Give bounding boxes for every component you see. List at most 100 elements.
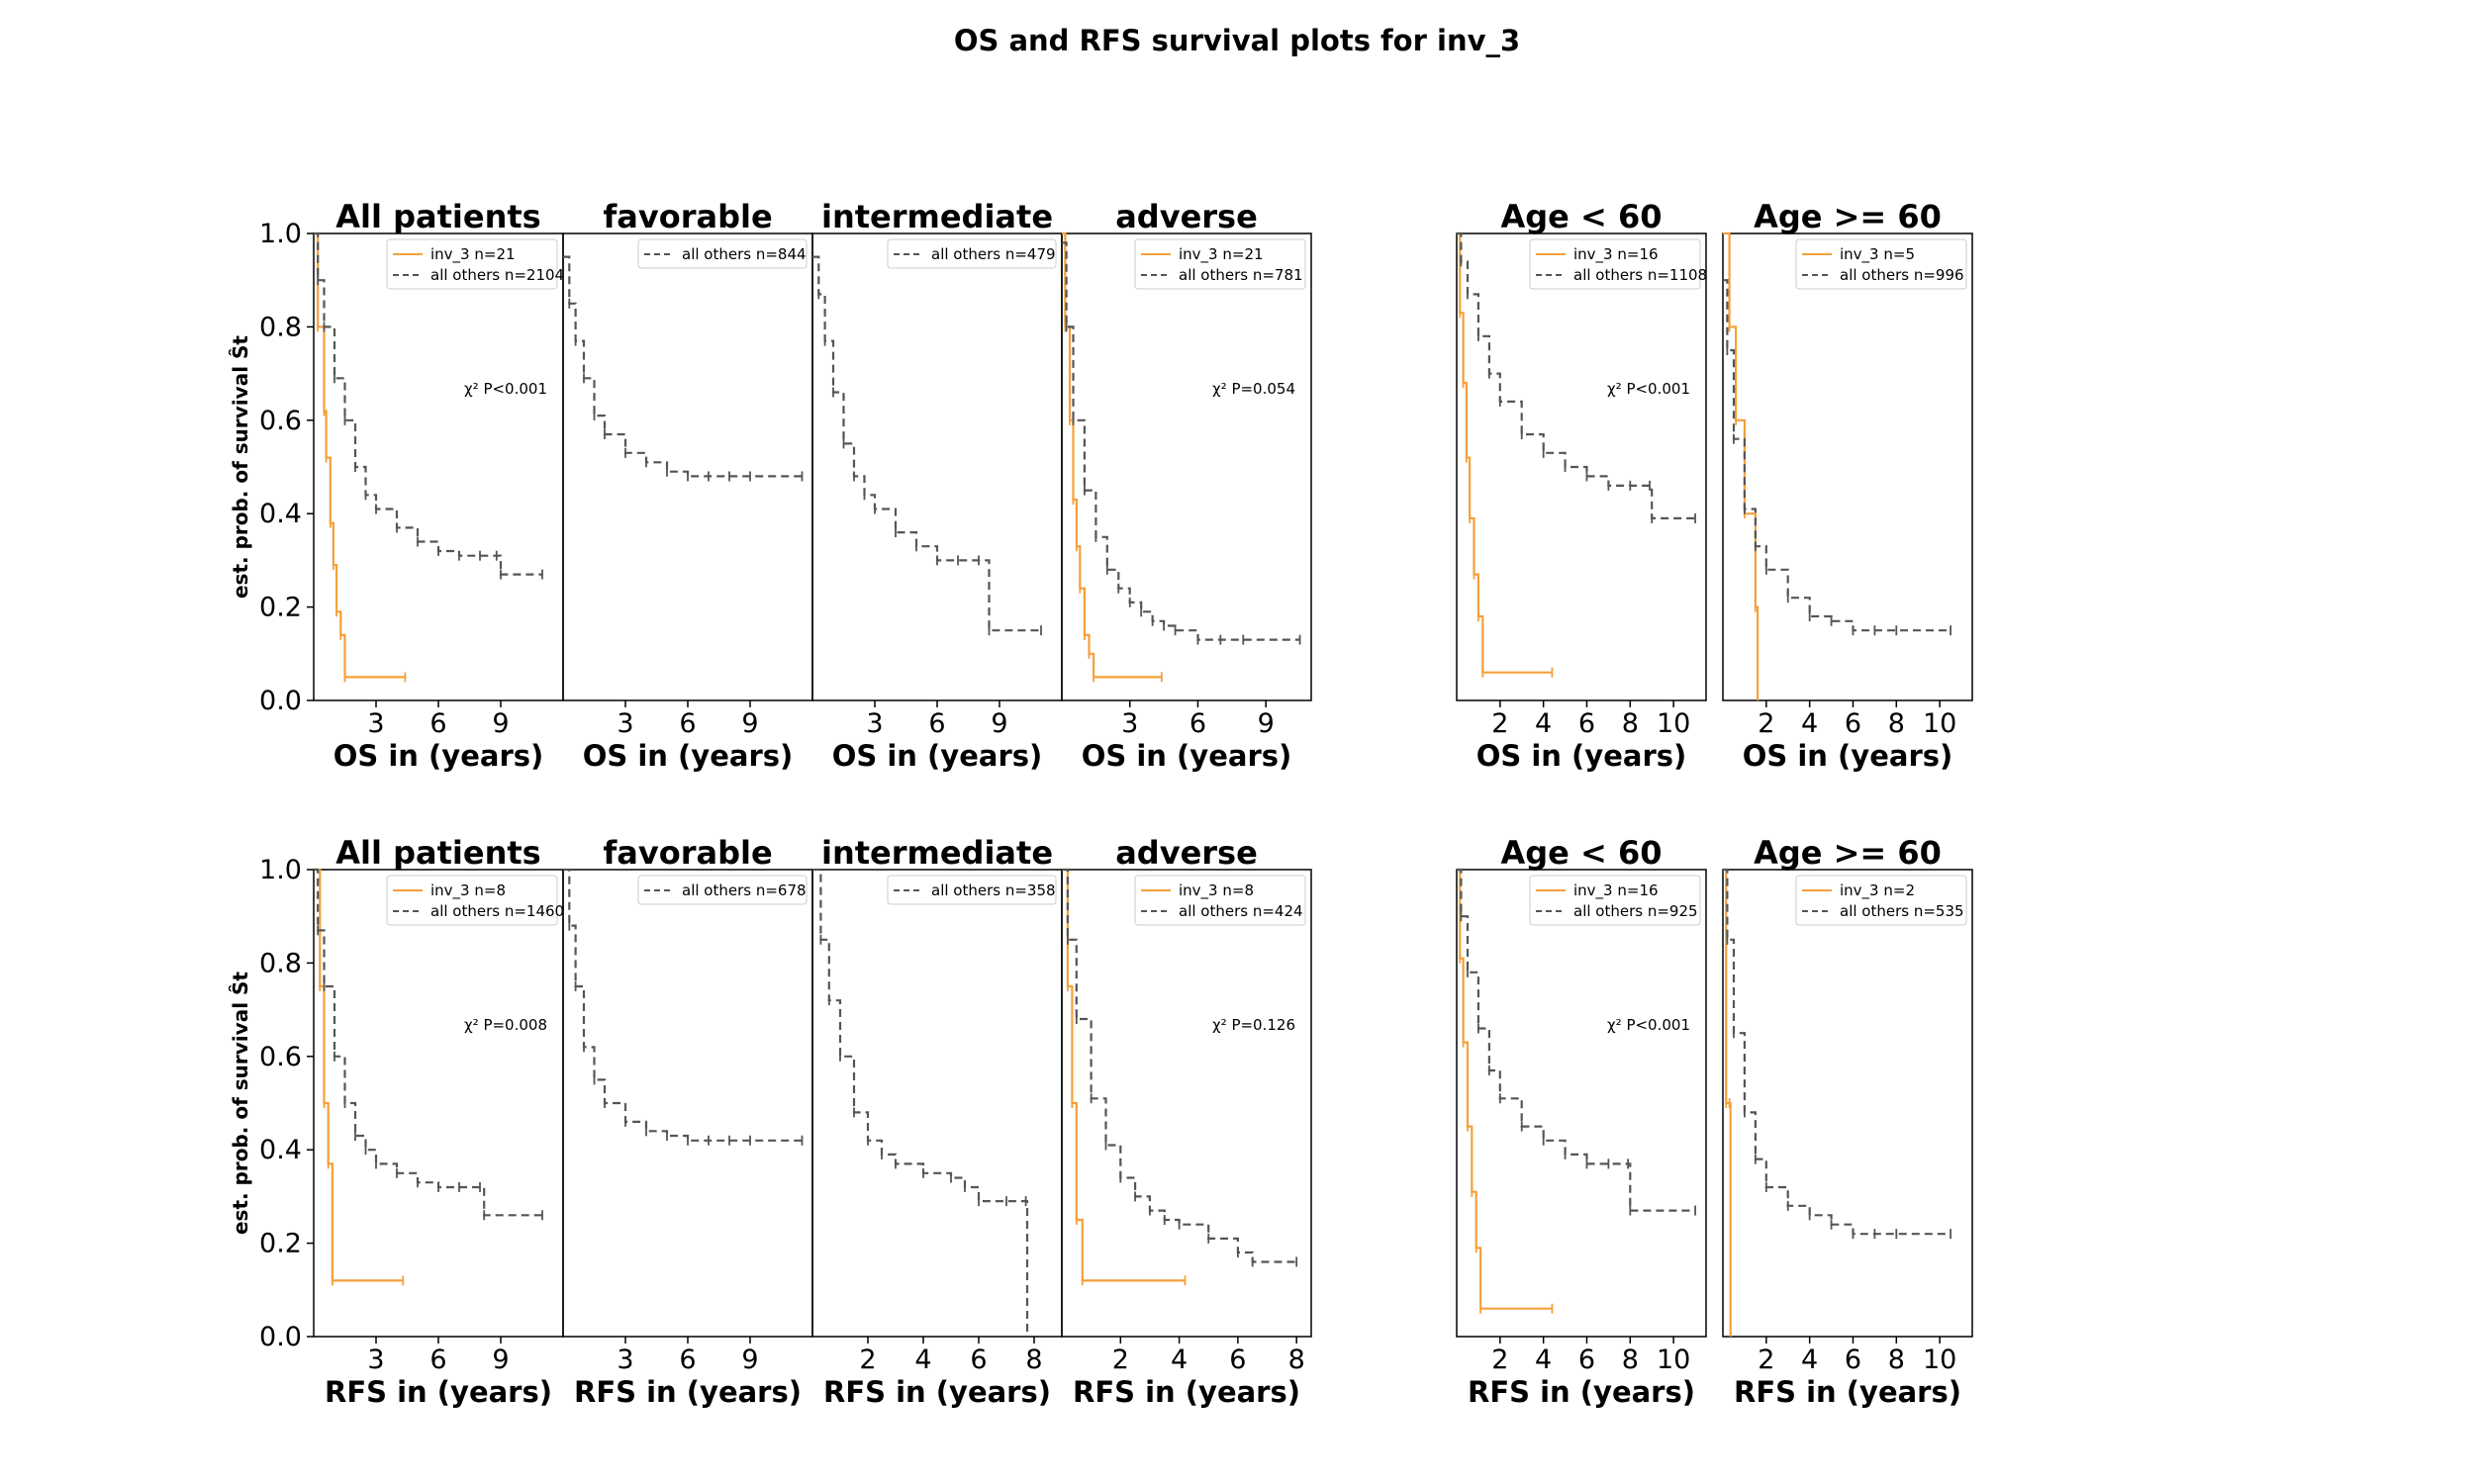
inv3-survival-curve: [1457, 232, 1553, 674]
x-axis-label: OS in (years): [1082, 739, 1292, 773]
y-tick-label: 1.0: [259, 219, 302, 249]
panel-title: Age >= 60: [1754, 834, 1942, 872]
y-tick-label: 0.8: [259, 948, 302, 978]
x-tick-label: 4: [1171, 1345, 1188, 1375]
panel-frame: [1061, 869, 1312, 1338]
p-value-label: χ² P<0.001: [1607, 380, 1690, 398]
x-axis-label: OS in (years): [333, 739, 544, 773]
legend-entry: inv_3 n=8: [1179, 881, 1254, 900]
panel-frame: [562, 869, 813, 1338]
x-tick-label: 6: [1189, 708, 1206, 739]
x-tick-label: 4: [914, 1345, 931, 1375]
x-tick-label: 9: [741, 708, 758, 739]
x-tick-label: 8: [1288, 1345, 1305, 1375]
panel-title: All patients: [335, 834, 540, 872]
x-tick-label: 2: [1491, 708, 1508, 739]
x-tick-label: 4: [1801, 1345, 1818, 1375]
panel-frame: [1456, 232, 1707, 701]
x-tick-label: 10: [1657, 1345, 1690, 1375]
y-tick-label: 0.0: [259, 1322, 302, 1352]
panel-title: All patients: [335, 198, 540, 235]
legend-box: [887, 238, 1057, 269]
panel-frame: [562, 232, 813, 701]
x-tick-label: 9: [741, 1345, 758, 1375]
legend-entry: all others n=925: [1573, 902, 1698, 920]
legend-entry: inv_3 n=16: [1573, 881, 1659, 900]
legend-box: [637, 875, 808, 905]
panel-title: Age < 60: [1501, 834, 1663, 872]
x-axis-label: RFS in (years): [1734, 1375, 1961, 1409]
y-tick-label: 1.0: [259, 855, 302, 885]
legend-box: [1134, 875, 1306, 926]
x-tick-label: 2: [1112, 1345, 1129, 1375]
x-tick-label: 3: [1121, 708, 1138, 739]
p-value-label: χ² P=0.054: [1212, 380, 1295, 398]
x-tick-label: 9: [991, 708, 1007, 739]
legend-box: [887, 875, 1057, 905]
x-tick-label: 3: [367, 1345, 384, 1375]
x-tick-label: 8: [1888, 708, 1905, 739]
others-survival-curve: [563, 255, 803, 478]
panel-frame: [1456, 869, 1707, 1338]
y-tick-label: 0.0: [259, 686, 302, 716]
x-tick-label: 4: [1535, 708, 1552, 739]
legend-entry: all others n=678: [682, 881, 807, 899]
x-tick-label: 3: [617, 1345, 633, 1375]
x-tick-label: 10: [1657, 708, 1690, 739]
x-tick-label: 8: [1025, 1345, 1042, 1375]
y-axis-label: est. prob. of survival Ŝt: [229, 335, 252, 599]
x-tick-label: 2: [859, 1345, 876, 1375]
others-survival-curve: [1062, 241, 1300, 641]
x-tick-label: 2: [1491, 1345, 1508, 1375]
legend-entry: all others n=479: [931, 245, 1056, 263]
others-survival-curve: [1062, 868, 1297, 1263]
inv3-survival-curve: [314, 868, 404, 1282]
panel-title: intermediate: [821, 198, 1053, 235]
panel-title: intermediate: [821, 834, 1053, 872]
legend-entry: all others n=1108: [1573, 266, 1707, 284]
legend-box: [386, 238, 558, 290]
legend-entry: inv_3 n=21: [1179, 245, 1264, 264]
x-tick-label: 2: [1758, 708, 1774, 739]
others-survival-curve: [812, 255, 1041, 632]
x-axis-label: RFS in (years): [574, 1375, 802, 1409]
y-tick-label: 0.6: [259, 1042, 302, 1072]
x-tick-label: 9: [1258, 708, 1275, 739]
x-tick-label: 6: [429, 1345, 446, 1375]
legend-entry: inv_3 n=16: [1573, 245, 1659, 264]
legend-box: [637, 238, 808, 269]
x-axis-label: RFS in (years): [1073, 1375, 1300, 1409]
x-tick-label: 6: [429, 708, 446, 739]
legend-box: [1529, 875, 1701, 926]
x-tick-label: 6: [1578, 1345, 1595, 1375]
legend-entry: inv_3 n=8: [430, 881, 506, 900]
legend-entry: inv_3 n=21: [430, 245, 516, 264]
p-value-label: χ² P=0.126: [1212, 1016, 1295, 1034]
x-tick-label: 2: [1758, 1345, 1774, 1375]
legend-entry: inv_3 n=5: [1840, 245, 1915, 264]
panel-title: favorable: [603, 834, 772, 872]
x-tick-label: 8: [1622, 1345, 1639, 1375]
p-value-label: χ² P=0.008: [464, 1016, 547, 1034]
x-tick-label: 4: [1801, 708, 1818, 739]
x-axis-label: OS in (years): [832, 739, 1043, 773]
others-survival-curve: [1457, 232, 1695, 519]
x-axis-label: OS in (years): [1476, 739, 1687, 773]
panel-frame: [811, 869, 1063, 1338]
legend-box: [1795, 875, 1967, 926]
others-survival-curve: [1457, 868, 1695, 1212]
p-value-label: χ² P<0.001: [464, 380, 547, 398]
others-survival-curve: [563, 868, 803, 1142]
inv3-survival-curve: [1062, 232, 1162, 679]
legend-entry: all others n=2104: [430, 266, 564, 284]
y-tick-label: 0.2: [259, 593, 302, 623]
x-tick-label: 6: [928, 708, 945, 739]
legend-box: [1134, 238, 1306, 290]
y-tick-label: 0.4: [259, 1135, 302, 1165]
panel-title: adverse: [1115, 834, 1258, 872]
x-tick-label: 8: [1622, 708, 1639, 739]
x-tick-label: 6: [1229, 1345, 1246, 1375]
panel-title: Age >= 60: [1754, 198, 1942, 235]
x-tick-label: 3: [866, 708, 883, 739]
